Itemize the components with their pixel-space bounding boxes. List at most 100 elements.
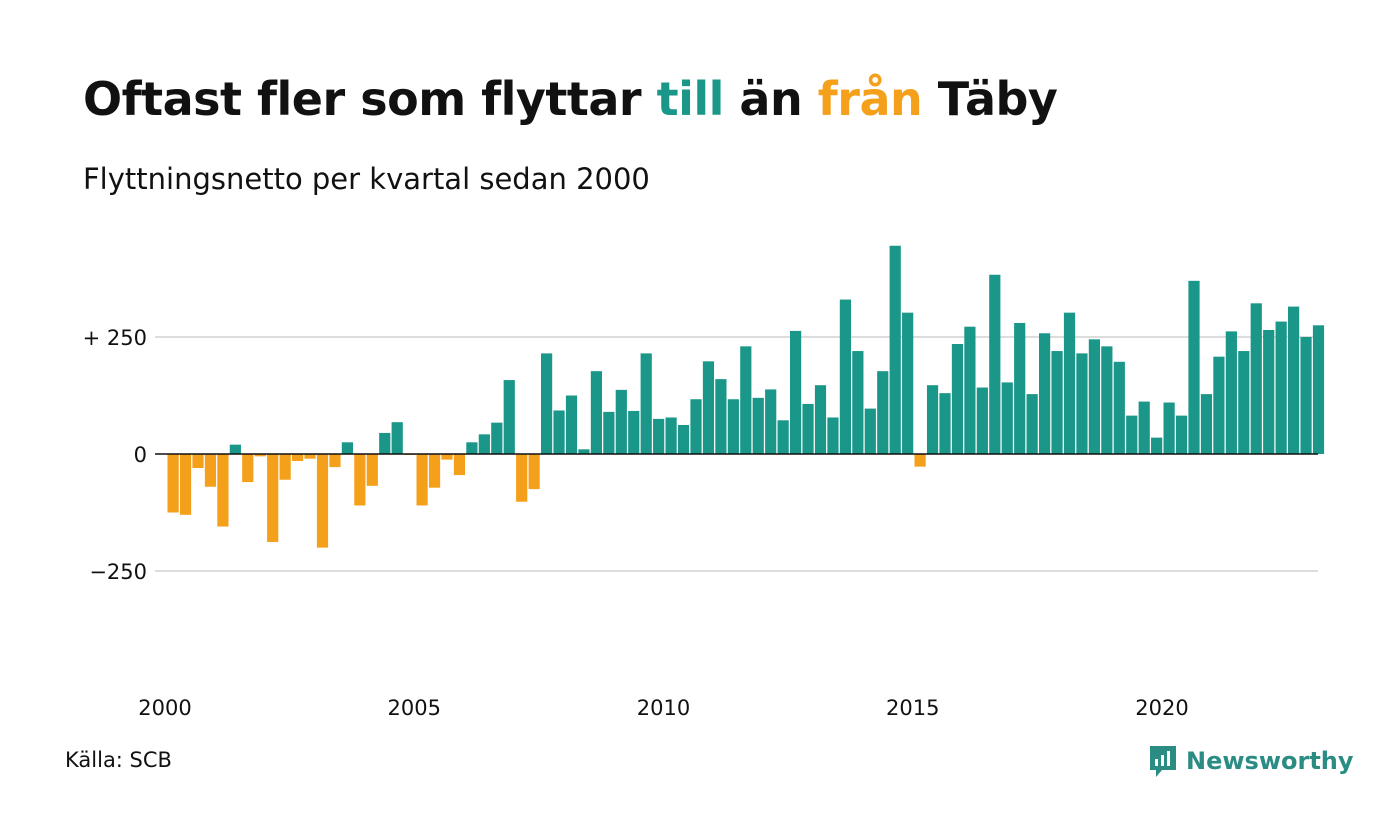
bar-2000K1 — [167, 454, 179, 513]
bar-2021K2 — [1225, 331, 1237, 454]
bar-2011K1 — [715, 379, 727, 454]
bar-2007K4 — [553, 410, 565, 454]
title-till: till — [656, 72, 725, 126]
bar-2010K2 — [677, 424, 690, 454]
bar-2001K3 — [242, 454, 254, 483]
bar-2013K2 — [827, 417, 839, 454]
bar-2000K4 — [204, 454, 217, 487]
newsworthy-logo-icon — [1150, 746, 1176, 777]
bar-2020K2 — [1175, 415, 1188, 454]
axis-layer: + 250 0 −250 2000 2005 2010 2015 2020 — [83, 326, 1318, 720]
bar-2014K1 — [864, 408, 876, 454]
source-note: Källa: SCB — [65, 748, 172, 772]
bar-2017K4 — [1051, 351, 1063, 454]
bar-2006K2 — [478, 434, 490, 454]
bar-2019K2 — [1126, 415, 1138, 454]
bar-2002K3 — [292, 454, 304, 462]
bar-2003K4 — [354, 454, 366, 506]
bar-2016K2 — [976, 387, 988, 454]
bar-2008K4 — [603, 411, 615, 454]
bar-layer — [167, 245, 1325, 548]
bar-2008K2 — [578, 449, 590, 454]
bar-2022K4 — [1300, 337, 1312, 454]
newsworthy-logo[interactable]: Newsworthy — [1148, 744, 1354, 778]
bar-2007K2 — [528, 454, 540, 490]
bar-2002K4 — [304, 454, 316, 459]
bar-2002K1 — [267, 454, 279, 542]
bar-2003K1 — [316, 454, 329, 548]
bar-2020K1 — [1163, 402, 1175, 454]
bar-2004K3 — [391, 422, 403, 454]
bar-2017K2 — [1026, 394, 1038, 454]
bar-2001K4 — [254, 454, 266, 457]
bar-2002K2 — [279, 454, 291, 480]
x-tick-label: 2015 — [886, 696, 939, 720]
bar-2003K2 — [329, 454, 341, 468]
bar-2019K3 — [1138, 401, 1150, 454]
bar-2014K2 — [877, 371, 889, 454]
bar-2008K1 — [565, 395, 578, 454]
bar-2005K1 — [416, 454, 428, 506]
bar-2004K1 — [366, 454, 378, 486]
bar-2006K4 — [503, 380, 515, 454]
bar-2020K3 — [1188, 280, 1200, 454]
bar-2013K1 — [814, 385, 827, 454]
bar-2016K4 — [1001, 382, 1013, 454]
bar-2008K3 — [590, 371, 602, 454]
bar-2012K2 — [777, 420, 789, 454]
bar-2020K4 — [1200, 394, 1213, 454]
y-tick-label: 0 — [134, 443, 147, 467]
bar-2000K3 — [192, 454, 204, 469]
title-part-2: än — [723, 72, 818, 126]
bar-2009K3 — [640, 353, 652, 454]
y-tick-label: −250 — [89, 560, 147, 584]
bar-2021K3 — [1238, 351, 1250, 454]
bar-2012K1 — [765, 389, 777, 454]
bar-2014K4 — [902, 312, 914, 454]
bar-2022K1 — [1263, 329, 1275, 454]
bar-2016K1 — [964, 326, 976, 454]
bar-2005K3 — [441, 454, 453, 460]
bar-2016K3 — [989, 274, 1001, 454]
bar-2010K4 — [702, 361, 715, 454]
bar-2019K4 — [1151, 437, 1163, 454]
bar-2018K1 — [1063, 312, 1076, 454]
bar-2023K1 — [1312, 325, 1325, 454]
bar-2013K4 — [852, 351, 864, 454]
bar-2006K1 — [466, 442, 478, 454]
bar-2019K1 — [1113, 361, 1125, 454]
grid-layer — [155, 336, 1318, 572]
title-part-1: Oftast fler som flyttar — [83, 72, 657, 126]
bar-2013K3 — [839, 299, 851, 454]
bar-2015K3 — [939, 393, 951, 454]
bar-2001K2 — [229, 444, 241, 454]
bar-2012K4 — [802, 403, 814, 454]
bar-2022K2 — [1275, 321, 1287, 454]
bar-2018K4 — [1101, 346, 1113, 454]
bar-2015K2 — [926, 385, 939, 454]
bar-2021K4 — [1250, 303, 1262, 454]
bar-2009K1 — [615, 389, 627, 454]
bar-2009K2 — [628, 410, 640, 454]
bar-2001K1 — [217, 454, 229, 527]
bar-2004K2 — [379, 432, 391, 454]
bar-2022K3 — [1288, 306, 1300, 454]
bar-2018K2 — [1076, 353, 1088, 454]
bar-2018K3 — [1088, 339, 1100, 454]
bar-2011K4 — [752, 397, 764, 454]
bar-2003K3 — [341, 442, 353, 454]
title-part-3: Täby — [922, 72, 1058, 126]
x-tick-label: 2010 — [637, 696, 690, 720]
bar-2015K1 — [914, 454, 926, 467]
bar-2010K1 — [665, 417, 677, 454]
bar-2009K4 — [653, 418, 665, 454]
bar-2011K3 — [740, 346, 752, 454]
logo-text: Newsworthy — [1186, 747, 1354, 775]
bar-2010K3 — [690, 399, 702, 454]
bar-2017K1 — [1014, 322, 1026, 454]
x-tick-label: 2005 — [388, 696, 441, 720]
x-tick-label: 2000 — [138, 696, 191, 720]
bar-2007K1 — [516, 454, 528, 502]
bar-2000K2 — [179, 454, 192, 515]
bar-2005K4 — [453, 454, 466, 476]
